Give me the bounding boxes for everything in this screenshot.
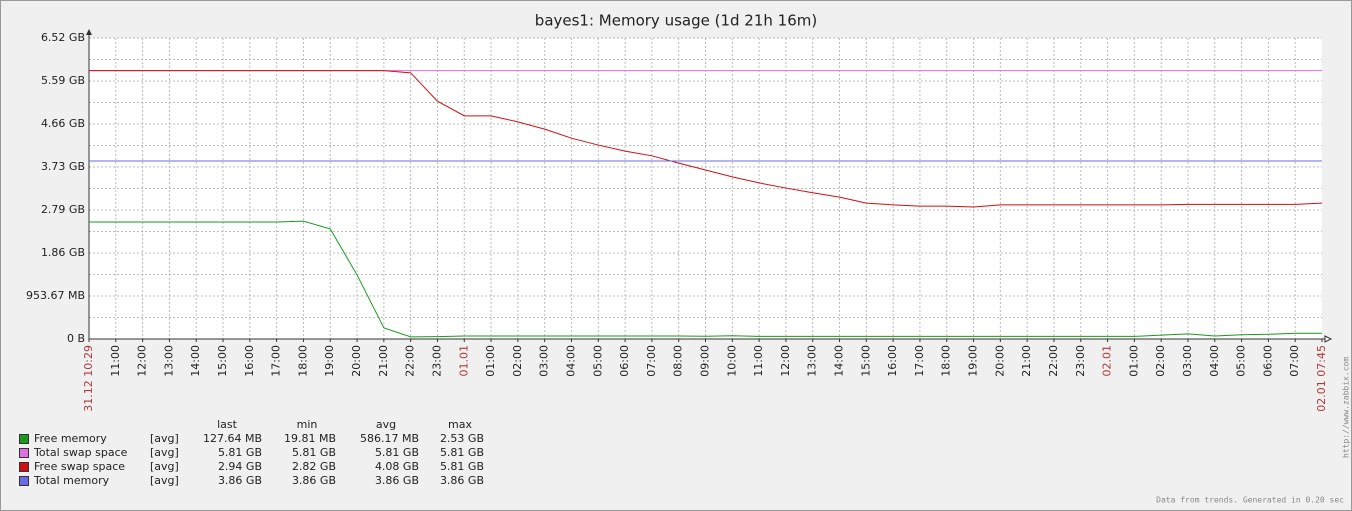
x-tick-label: 21:00 bbox=[1020, 345, 1033, 377]
x-tick-label: 01:00 bbox=[1127, 345, 1140, 377]
x-tick-label: 04:00 bbox=[564, 345, 577, 377]
y-tick-label: 1.86 GB bbox=[41, 246, 85, 259]
x-tick-label: 08:00 bbox=[672, 345, 685, 377]
legend-name: Total memory bbox=[33, 474, 110, 487]
x-tick-label: 23:00 bbox=[1074, 345, 1087, 377]
legend-stat: 19.81 MB bbox=[284, 432, 336, 445]
legend-func: [avg] bbox=[150, 460, 179, 473]
x-tick-label: 16:00 bbox=[243, 345, 256, 377]
legend-func: [avg] bbox=[150, 446, 179, 459]
x-tick-label: 22:00 bbox=[404, 345, 417, 377]
legend-swatch bbox=[19, 462, 29, 472]
x-tick-label: 20:00 bbox=[350, 345, 363, 377]
x-tick-label: 13:00 bbox=[806, 345, 819, 377]
x-tick-label: 13:00 bbox=[162, 345, 175, 377]
y-tick-label: 953.67 MB bbox=[26, 289, 85, 302]
legend-swatch bbox=[19, 476, 29, 486]
legend-func: [avg] bbox=[150, 474, 179, 487]
x-tick-label: 01:00 bbox=[484, 345, 497, 377]
x-tick-label: 14:00 bbox=[189, 345, 202, 377]
x-tick-label: 10:00 bbox=[725, 345, 738, 377]
y-axis-arrow bbox=[86, 29, 92, 35]
x-tick-label: 02:00 bbox=[511, 345, 524, 377]
watermark: http://www.zabbix.com bbox=[1342, 357, 1351, 458]
legend-header: max bbox=[448, 418, 472, 431]
x-axis-arrow bbox=[1324, 335, 1333, 343]
y-tick-label: 0 B bbox=[67, 332, 85, 345]
y-tick-label: 3.73 GB bbox=[41, 160, 85, 173]
legend-stat: 5.81 GB bbox=[292, 446, 336, 459]
y-tick-label: 4.66 GB bbox=[41, 117, 85, 130]
x-tick-label: 14:00 bbox=[833, 345, 846, 377]
legend-stat: 5.81 GB bbox=[218, 446, 262, 459]
legend-stat: 3.86 GB bbox=[292, 474, 336, 487]
legend-header: last bbox=[217, 418, 238, 431]
legend-stat: 2.94 GB bbox=[218, 460, 262, 473]
legend-stat: 2.82 GB bbox=[292, 460, 336, 473]
legend-header: avg bbox=[376, 418, 396, 431]
x-tick-label: 31.12 10:29 bbox=[82, 345, 95, 412]
legend-stat: 2.53 GB bbox=[440, 432, 484, 445]
x-tick-label: 01.01 bbox=[457, 345, 470, 377]
x-tick-label: 18:00 bbox=[940, 345, 953, 377]
footnote: Data from trends. Generated in 0.20 sec bbox=[1156, 496, 1344, 505]
y-tick-label: 6.52 GB bbox=[41, 31, 85, 44]
y-tick-label: 5.59 GB bbox=[41, 74, 85, 87]
x-tick-label: 20:00 bbox=[993, 345, 1006, 377]
x-tick-label: 05:00 bbox=[591, 345, 604, 377]
x-tick-label: 09:00 bbox=[699, 345, 712, 377]
series-line bbox=[89, 220, 1323, 338]
legend-stat: 586.17 MB bbox=[360, 432, 419, 445]
x-tick-label: 17:00 bbox=[270, 345, 283, 377]
x-tick-label: 15:00 bbox=[216, 345, 229, 377]
legend-stat: 3.86 GB bbox=[218, 474, 262, 487]
x-tick-label: 11:00 bbox=[752, 345, 765, 377]
legend-swatch bbox=[19, 434, 29, 444]
x-tick-label: 18:00 bbox=[296, 345, 309, 377]
legend-stat: 5.81 GB bbox=[440, 446, 484, 459]
x-tick-label: 12:00 bbox=[779, 345, 792, 377]
x-tick-label: 04:00 bbox=[1208, 345, 1221, 377]
legend-stat: 127.64 MB bbox=[203, 432, 262, 445]
legend-name: Free swap space bbox=[34, 460, 125, 473]
x-tick-label: 21:00 bbox=[377, 345, 390, 377]
x-tick-label: 19:00 bbox=[323, 345, 336, 377]
x-tick-label: 12:00 bbox=[136, 345, 149, 377]
x-tick-label: 07:00 bbox=[1288, 345, 1301, 377]
legend-stat: 5.81 GB bbox=[440, 460, 484, 473]
x-tick-label: 22:00 bbox=[1047, 345, 1060, 377]
x-tick-label: 02.01 07:45 bbox=[1315, 345, 1328, 412]
legend-stat: 4.08 GB bbox=[375, 460, 419, 473]
x-tick-label: 02.01 bbox=[1101, 345, 1114, 377]
x-tick-label: 11:00 bbox=[109, 345, 122, 377]
x-tick-label: 16:00 bbox=[886, 345, 899, 377]
x-tick-label: 06:00 bbox=[618, 345, 631, 377]
legend-header: min bbox=[297, 418, 318, 431]
x-tick-label: 23:00 bbox=[430, 345, 443, 377]
chart-title: bayes1: Memory usage (1d 21h 16m) bbox=[535, 12, 817, 30]
x-tick-label: 05:00 bbox=[1235, 345, 1248, 377]
x-tick-label: 15:00 bbox=[859, 345, 872, 377]
x-tick-label: 03:00 bbox=[538, 345, 551, 377]
legend-stat: 5.81 GB bbox=[375, 446, 419, 459]
legend-name: Free memory bbox=[34, 432, 107, 445]
legend-stat: 3.86 GB bbox=[375, 474, 419, 487]
legend-swatch bbox=[19, 448, 29, 458]
legend-func: [avg] bbox=[150, 432, 179, 445]
legend-stat: 3.86 GB bbox=[440, 474, 484, 487]
x-tick-label: 03:00 bbox=[1181, 345, 1194, 377]
x-tick-label: 19:00 bbox=[967, 345, 980, 377]
series-line bbox=[89, 70, 1323, 208]
x-tick-label: 02:00 bbox=[1154, 345, 1167, 377]
x-tick-label: 06:00 bbox=[1261, 345, 1274, 377]
x-tick-label: 07:00 bbox=[645, 345, 658, 377]
y-tick-label: 2.79 GB bbox=[41, 203, 85, 216]
legend-name: Total swap space bbox=[33, 446, 128, 459]
x-tick-label: 17:00 bbox=[913, 345, 926, 377]
